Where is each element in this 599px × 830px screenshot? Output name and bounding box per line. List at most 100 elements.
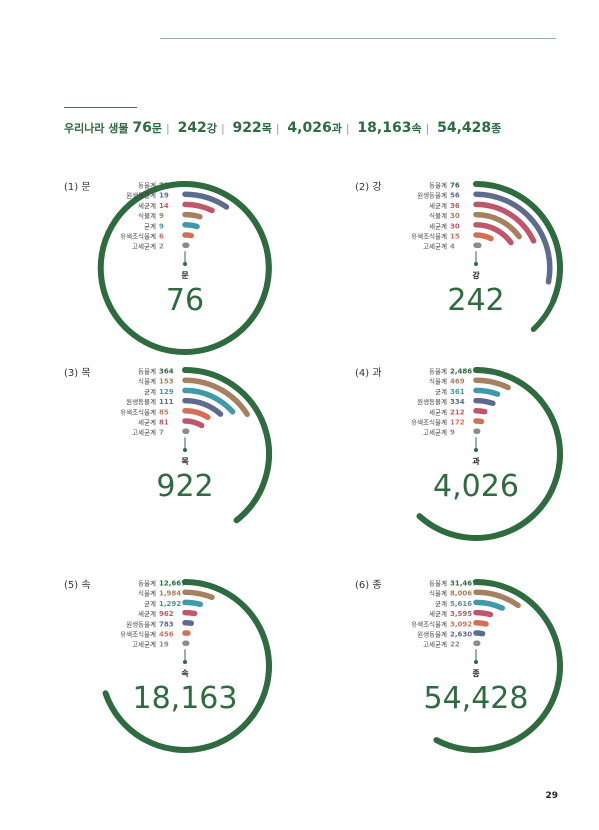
kingdom-label: 고세균계	[132, 640, 156, 649]
arc-bar	[182, 181, 272, 332]
value-label: 22	[450, 641, 460, 649]
summary-unit: 문	[151, 122, 163, 135]
chart-panel: (3) 목 동물계 364 식물계 153 균계 129 원생동물계 111 유색조식물계 85 세…	[64, 364, 314, 544]
kingdom-label: 세균계	[429, 221, 447, 230]
total-value: 4,026	[433, 469, 519, 504]
total-value: 922	[156, 469, 213, 504]
kingdom-label: 원생동물계	[126, 619, 156, 628]
panel-title: (2) 강	[355, 182, 382, 193]
kingdom-label: 식물계	[429, 589, 447, 598]
kingdom-label: 유색조식물계	[411, 418, 447, 427]
kingdom-label: 균계	[144, 599, 156, 608]
value-label: 56	[450, 192, 460, 200]
kingdom-label: 균계	[435, 599, 447, 608]
kingdom-label: 고세균계	[132, 242, 156, 251]
arc-bar	[182, 201, 215, 214]
value-label: 9	[450, 429, 455, 437]
value-label: 76	[450, 182, 460, 190]
chart-panel: (4) 과 동물계 2,486 식물계 469 균계 361 원생동물계 334 세균계 212 유…	[355, 364, 599, 544]
kingdom-label: 원생동물계	[417, 191, 447, 200]
kingdom-label: 세균계	[138, 418, 156, 427]
arc-bar	[473, 397, 496, 407]
kingdom-label: 동물계	[138, 579, 156, 588]
summary-unit: 속	[411, 122, 422, 135]
summary-num: 4,026	[287, 120, 332, 136]
value-label: 3,595	[450, 610, 472, 618]
stem-dot	[183, 262, 187, 266]
kingdom-label: 식물계	[138, 211, 156, 220]
arc-bar	[182, 579, 272, 730]
kingdom-label: 유색조식물계	[120, 630, 156, 639]
arc-bar	[473, 579, 563, 730]
center-label: 문	[181, 271, 189, 280]
kingdom-label: 원생동물계	[417, 630, 447, 639]
kingdom-label: 동물계	[429, 181, 447, 190]
value-label: 6	[159, 233, 164, 241]
kingdom-label: 균계	[435, 387, 447, 396]
summary-line: 우리나라 생물 76문 | 242강 | 922목 | 4,026과 | 18,163속…	[64, 120, 502, 136]
kingdom-label: 동물계	[429, 367, 447, 376]
arc-bar	[182, 387, 236, 415]
value-label: 8,006	[450, 590, 472, 598]
arc-bar	[473, 630, 486, 637]
stem-dot	[474, 448, 478, 452]
top-divider	[160, 38, 556, 39]
arc-bar	[473, 181, 563, 332]
value-label: 9	[159, 222, 164, 230]
value-label: 2,630	[450, 631, 472, 639]
value-label: 36	[450, 202, 460, 210]
arc-bar	[182, 222, 200, 230]
kingdom-label: 동물계	[138, 181, 156, 190]
arc-bar	[473, 387, 501, 397]
value-label: 19	[159, 192, 169, 200]
stem-dot	[183, 448, 187, 452]
value-label: 30	[450, 222, 460, 230]
stem-dot	[474, 660, 478, 664]
arc-bar	[473, 377, 511, 391]
value-label: 3,092	[450, 620, 472, 628]
total-value: 54,428	[424, 681, 529, 716]
stem-dot	[183, 660, 187, 664]
value-label: 85	[159, 408, 169, 416]
value-label: 153	[159, 378, 174, 386]
arc-bar	[182, 232, 194, 239]
center-label: 과	[472, 456, 480, 466]
summary-num: 54,428	[437, 120, 492, 136]
arc-bar	[473, 191, 553, 285]
chart-panel: (6) 종 동물계 31,467 식물계 8,006 균계 5,616 세균계 3,595 유색…	[355, 576, 599, 756]
kingdom-label: 유색조식물계	[120, 232, 156, 241]
value-label: 7	[159, 429, 164, 437]
arc-bar	[182, 191, 230, 210]
kingdom-label: 유색조식물계	[411, 232, 447, 241]
arc-bar	[473, 222, 514, 246]
value-label: 29	[159, 182, 169, 190]
chart-panel: (5) 속 동물계 12,667 식물계 1,984 균계 1,292 세균계 962 원생동물…	[64, 576, 314, 756]
value-label: 212	[450, 408, 465, 416]
summary-num: 922	[232, 120, 262, 136]
kingdom-label: 고세균계	[423, 640, 447, 649]
value-label: 5,616	[450, 600, 472, 608]
summary-unit: 과	[331, 122, 342, 135]
kingdom-label: 유색조식물계	[411, 619, 447, 628]
kingdom-label: 균계	[144, 387, 156, 396]
value-label: 1,984	[159, 590, 181, 598]
arc-bar	[182, 367, 272, 518]
kingdom-label: 고세균계	[423, 428, 447, 437]
arc-bar	[182, 609, 198, 617]
arc-bar	[182, 397, 224, 417]
summary-num: 242	[177, 120, 207, 136]
value-label: 1,292	[159, 600, 181, 608]
kingdom-label: 세균계	[138, 201, 156, 210]
kingdom-label: 세균계	[429, 407, 447, 416]
arc-bar	[473, 589, 521, 609]
summary-num: 76	[132, 120, 152, 136]
kingdom-label: 세균계	[429, 201, 447, 210]
summary-unit: 목	[261, 122, 272, 135]
value-label: 172	[450, 419, 465, 427]
